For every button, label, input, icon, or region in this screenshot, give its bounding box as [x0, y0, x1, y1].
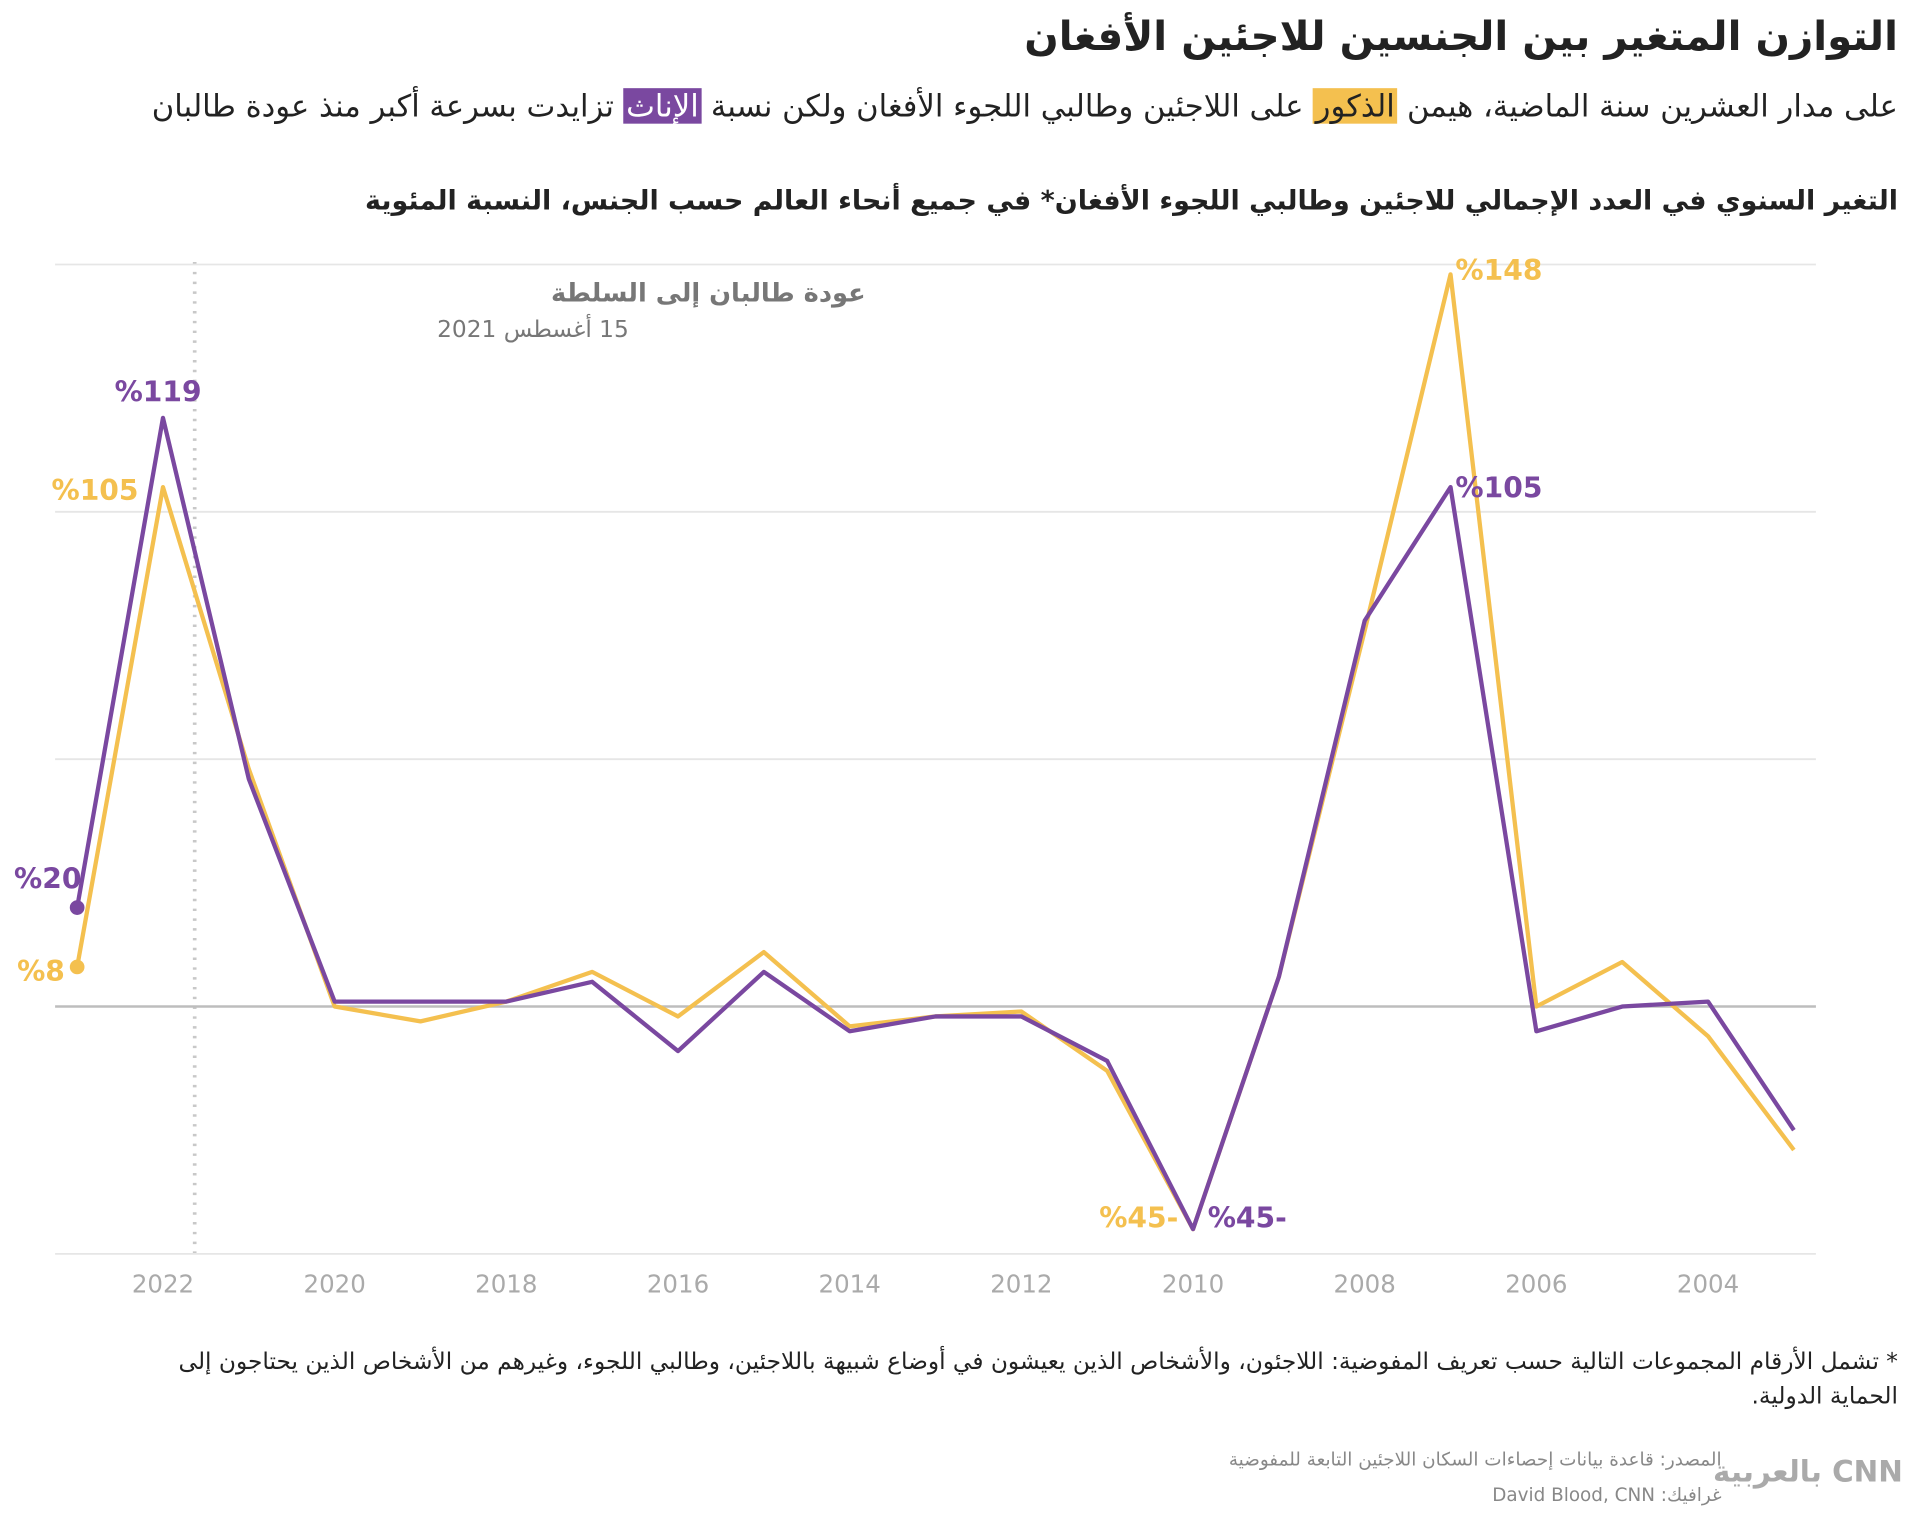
value-label: %119: [115, 375, 202, 408]
subtitle-text: تزايدت بسرعة أكبر منذ عودة طالبان: [151, 88, 614, 124]
legend-male: الذكور: [1313, 88, 1398, 124]
legend-female: الإناث: [623, 88, 702, 124]
subtitle-text: على اللاجئين وطالبي اللجوء الأفغان ولكن …: [710, 88, 1304, 124]
logo: CNN بالعربية: [1713, 1454, 1903, 1489]
subtitle-text: على مدار العشرين سنة الماضية، هيمن: [1406, 88, 1898, 124]
value-label: %105: [51, 474, 138, 507]
annotation-title: عودة طالبان إلى السلطة: [551, 278, 866, 308]
value-label: %148: [1455, 254, 1542, 287]
end-dot: [69, 900, 85, 915]
x-tick-label: 2018: [475, 1270, 537, 1299]
x-tick-label: 2010: [1162, 1270, 1224, 1299]
value-label: %8: [17, 955, 65, 988]
end-dot: [69, 959, 85, 975]
title: التوازن المتغير بين الجنسين للاجئين الأف…: [1024, 12, 1898, 61]
value-label: %20: [14, 863, 81, 896]
value-label: %45-: [1099, 1201, 1178, 1234]
x-tick-label: 2014: [819, 1270, 881, 1299]
line: [75, 272, 1796, 1232]
credit: غرافيك: David Blood, CNN: [1492, 1484, 1722, 1507]
x-tick-label: 2022: [132, 1270, 194, 1299]
line: [75, 415, 1796, 1232]
x-tick-label: 2008: [1334, 1270, 1396, 1299]
value-label: %45-: [1208, 1201, 1287, 1234]
x-tick-label: 2012: [990, 1270, 1052, 1299]
source: المصدر: قاعدة بيانات إحصاءات السكان اللا…: [1228, 1448, 1722, 1471]
chart-subtitle: التغير السنوي في العدد الإجمالي للاجئين …: [365, 186, 1898, 217]
x-tick-label: 2016: [647, 1270, 709, 1299]
annotation-date: 15 أغسطس 2021: [437, 314, 629, 343]
subtitle: على مدار العشرين سنة الماضية، هيمن الذكو…: [86, 86, 1898, 128]
x-tick-label: 2020: [304, 1270, 366, 1299]
value-label: %105: [1455, 472, 1542, 505]
footnote: * تشمل الأرقام المجموعات التالية حسب تعر…: [178, 1348, 1898, 1410]
x-tick-label: 2004: [1677, 1270, 1739, 1299]
x-tick-label: 2006: [1505, 1270, 1567, 1299]
